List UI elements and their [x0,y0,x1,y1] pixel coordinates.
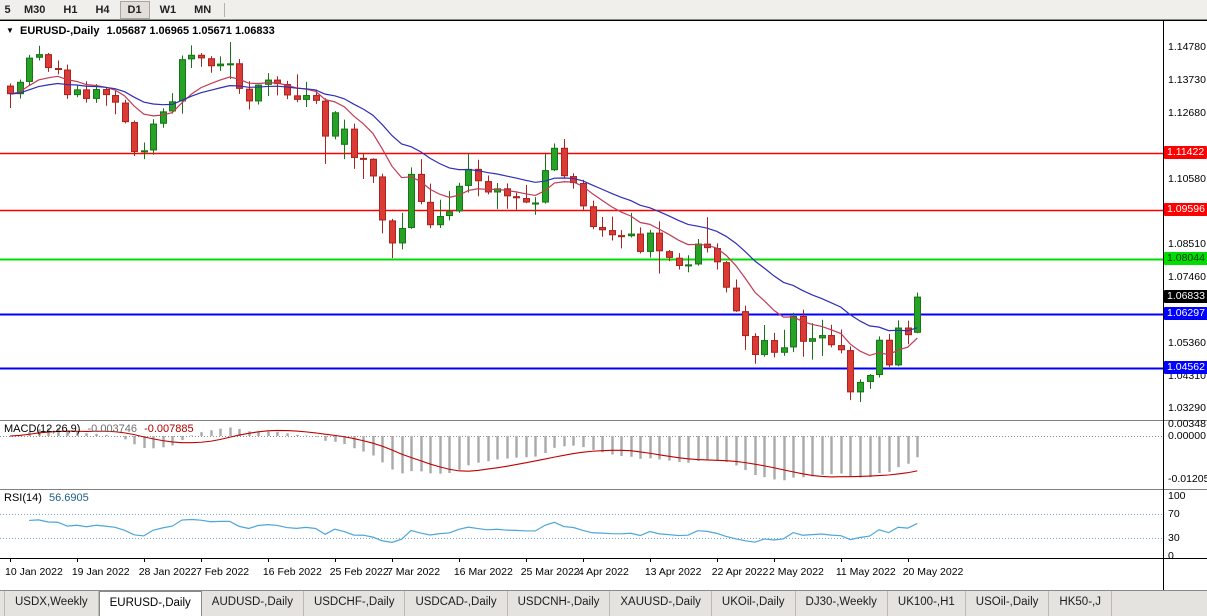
time-axis-label: 28 Jan 2022 [138,566,197,578]
time-axis-label: 20 May 2022 [902,566,964,578]
macd-axis-label: 0.00000 [1168,430,1206,442]
tab-hk50-j[interactable]: HK50-,J [1049,591,1112,616]
rsi-name: RSI(14) [4,492,42,504]
tab-usoil-daily[interactable]: USOil-,Daily [966,591,1050,616]
tab-dj30-weekly[interactable]: DJ30-,Weekly [796,591,888,616]
price-level-badge: 1.06297 [1164,306,1207,320]
tab-ukoil-daily[interactable]: UKOil-,Daily [712,591,796,616]
tab-xauusd-daily[interactable]: XAUUSD-,Daily [610,591,712,616]
chart-tabs-bar: USDX,Weekly EURUSD-,Daily AUDUSD-,Daily USD… [0,590,1207,616]
tab-usdcnh-daily[interactable]: USDCNH-,Daily [508,591,611,616]
time-axis-label: 4 Apr 2022 [578,566,629,578]
timeframe-button-m30[interactable]: M30 [16,1,53,19]
rsi-axis-label: 0 [1168,550,1174,562]
time-axis-label: 10 Jan 2022 [5,566,63,578]
time-axis-label: 16 Mar 2022 [453,566,513,578]
chart-title-symbol: EURUSD-,Daily [19,25,100,37]
timeframe-button-h4[interactable]: H4 [87,1,117,19]
tab-audusd-daily[interactable]: AUDUSD-,Daily [202,591,304,616]
timeframe-button-mn[interactable]: MN [186,1,219,19]
timeframe-buttons: 5 M30 H1 H4 D1 W1 MN [0,0,220,19]
price-axis-label: 1.13730 [1168,73,1206,86]
chart-title-ohlc: 1.05687 1.06965 1.05671 1.06833 [106,25,275,37]
tab-eurusd-daily[interactable]: EURUSD-,Daily [98,591,202,616]
time-axis-label: 7 Feb 2022 [196,566,250,578]
time-axis-label: 11 May 2022 [835,566,896,578]
price-axis-label: 1.12680 [1168,106,1206,119]
rsi-axis-label: 70 [1168,508,1180,520]
timeframe-button-d1[interactable]: D1 [119,0,150,19]
price-level-badge: 1.11422 [1164,145,1207,159]
time-axis-label: 7 Mar 2022 [387,566,441,578]
current-price-badge: 1.06833 [1164,289,1207,303]
timeframe-button-5[interactable]: 5 [1,1,14,19]
timeframe-button-w1[interactable]: W1 [152,1,185,19]
time-axis-label: 16 Feb 2022 [262,566,322,578]
toolbar-separator [224,2,226,17]
price-axis-label: 1.08510 [1168,237,1206,250]
price-level-badge: 1.09596 [1164,202,1207,216]
macd-indicator-label: MACD(12,26,9) -0.003746 -0.007885 [4,423,194,435]
tab-usdx-weekly[interactable]: USDX,Weekly [4,591,99,616]
timeframe-toolbar: 5 M30 H1 H4 D1 W1 MN [0,0,1207,20]
tab-usdcad-daily[interactable]: USDCAD-,Daily [405,591,508,616]
tab-usdchf-daily[interactable]: USDCHF-,Daily [304,591,406,616]
rsi-axis-label: 30 [1168,532,1180,544]
chart-title: ▼ EURUSD-,Daily 1.05687 1.06965 1.05671 … [6,25,275,37]
price-axis-label: 1.05360 [1168,336,1206,349]
time-axis-label: 25 Feb 2022 [329,566,389,578]
time-axis-label: 25 Mar 2022 [520,566,580,578]
collapse-triangle-icon[interactable]: ▼ [6,26,14,35]
chart-window: ▼ EURUSD-,Daily 1.05687 1.06965 1.05671 … [0,20,1207,590]
time-axis-label: 19 Jan 2022 [71,566,130,578]
macd-signal-value: -0.007885 [144,423,194,435]
price-level-badge: 1.04562 [1164,361,1207,375]
rsi-value: 56.6905 [48,492,89,504]
time-axis-label: 13 Apr 2022 [644,566,702,578]
time-axis-label: 2 May 2022 [769,566,824,578]
timeframe-button-h1[interactable]: H1 [55,1,85,19]
macd-name: MACD(12,26,9) [4,423,81,435]
tab-uk100-h1[interactable]: UK100-,H1 [888,591,966,616]
candlestick-chart-canvas[interactable] [0,20,1207,590]
time-axis-label: 22 Apr 2022 [711,566,769,578]
macd-axis-label: -0.01205 [1168,472,1207,485]
rsi-indicator-label: RSI(14) 56.6905 [4,492,89,504]
price-axis-label: 1.03290 [1168,402,1206,414]
price-axis-label: 1.14780 [1168,41,1206,53]
price-level-badge: 1.08044 [1164,251,1207,265]
macd-axis-label: 0.00348 [1168,417,1206,430]
price-axis-label: 1.07460 [1168,270,1206,283]
macd-main-value: -0.003746 [87,423,138,435]
price-axis-label: 1.10580 [1168,172,1206,185]
rsi-axis-label: 100 [1168,490,1186,502]
